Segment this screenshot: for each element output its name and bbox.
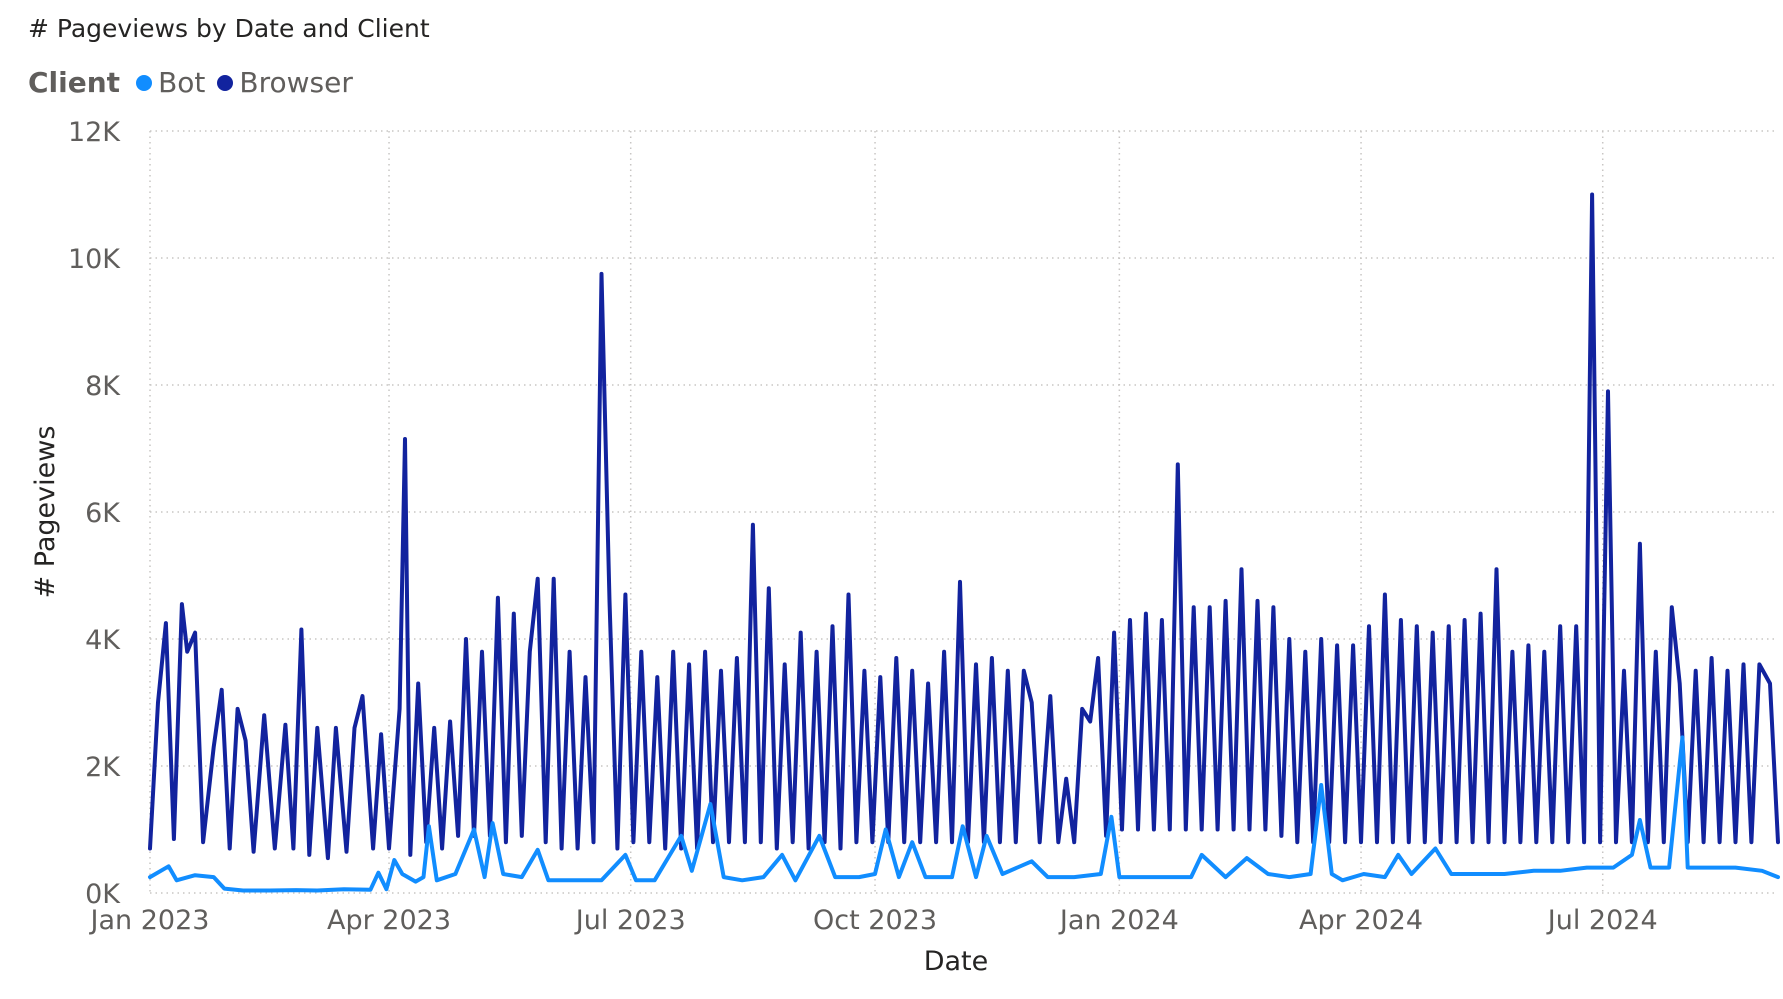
legend: Client Bot Browser	[28, 66, 365, 99]
y-axis-title: # Pageviews	[30, 426, 61, 599]
x-tick-label: Apr 2024	[1299, 905, 1423, 936]
legend-label: Browser	[239, 66, 353, 99]
x-tick-label: Jul 2024	[1546, 905, 1658, 936]
legend-label: Bot	[158, 66, 206, 99]
y-tick-label: 0K	[85, 879, 121, 910]
x-axis: Jan 2023 Apr 2023 Jul 2023 Oct 2023 Jan 2024…	[89, 905, 1658, 936]
series-line-bot[interactable]	[148, 735, 1780, 893]
y-tick-label: 10K	[68, 244, 121, 275]
gridlines	[149, 130, 1778, 894]
x-tick-label: Oct 2023	[813, 905, 937, 936]
x-axis-title: Date	[924, 946, 989, 977]
legend-title: Client	[28, 66, 121, 99]
y-tick-label: 8K	[85, 371, 121, 402]
x-tick-label: Jul 2023	[574, 905, 686, 936]
y-tick-label: 2K	[85, 752, 121, 783]
legend-item-browser[interactable]: Browser	[217, 66, 353, 99]
x-tick-label: Apr 2023	[327, 905, 451, 936]
series-line-browser[interactable]	[148, 192, 1780, 861]
legend-item-bot[interactable]: Bot	[136, 66, 205, 99]
y-tick-label: 12K	[68, 117, 121, 148]
chart-title: # Pageviews by Date and Client	[28, 14, 430, 43]
series-lines	[148, 192, 1780, 893]
x-tick-label: Jan 2023	[89, 905, 210, 936]
x-tick-label: Jan 2024	[1058, 905, 1179, 936]
y-axis: 0K 2K 4K 6K 8K 10K 12K	[68, 117, 121, 910]
legend-dot-icon	[217, 74, 234, 91]
y-tick-label: 6K	[85, 498, 121, 529]
y-tick-label: 4K	[85, 625, 121, 656]
legend-dot-icon	[136, 74, 153, 91]
